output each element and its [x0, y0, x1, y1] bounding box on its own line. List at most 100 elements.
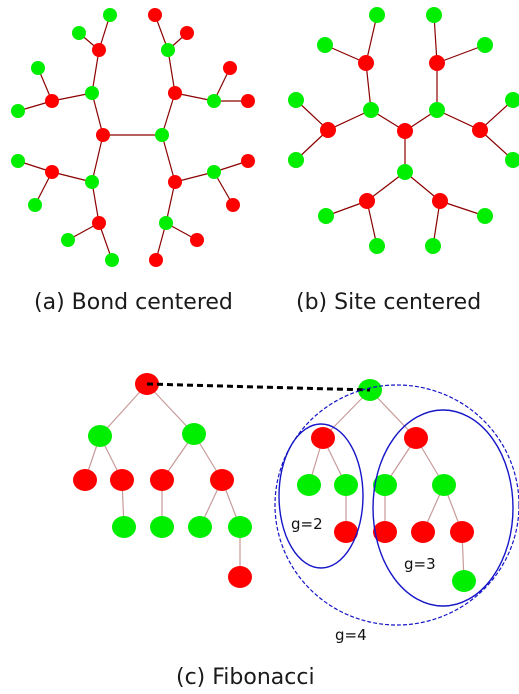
green-node — [429, 102, 445, 118]
red-node — [373, 521, 397, 543]
green-node — [11, 104, 25, 118]
green-node — [369, 7, 385, 23]
group-g3-outline — [372, 409, 514, 607]
panel-a-nodes — [11, 8, 255, 267]
red-node — [190, 233, 204, 247]
green-node — [317, 37, 333, 53]
green-node — [31, 61, 45, 75]
red-node — [168, 86, 182, 100]
green-node — [159, 216, 173, 230]
red-node — [168, 175, 182, 189]
green-node — [188, 516, 212, 538]
panel-a-edge — [91, 134, 104, 183]
red-node — [472, 122, 488, 138]
panel-c-nodes — [73, 373, 476, 592]
green-node — [288, 92, 304, 108]
red-node — [359, 193, 375, 209]
green-node — [426, 7, 442, 23]
green-node — [182, 423, 206, 445]
caption-fibonacci: (c) Fibonacci — [176, 665, 315, 690]
red-node — [241, 154, 255, 168]
red-node — [150, 469, 174, 491]
green-node — [85, 86, 99, 100]
panel-b-edge — [436, 44, 486, 64]
red-node — [358, 55, 374, 71]
red-node — [45, 94, 59, 108]
red-node — [180, 26, 194, 40]
green-node — [207, 94, 221, 108]
red-node — [110, 469, 134, 491]
red-node — [320, 122, 336, 138]
red-node — [311, 427, 335, 449]
group-g2-outline — [278, 423, 364, 569]
panel-a-bond-centered — [11, 8, 255, 267]
green-node — [373, 474, 397, 496]
group-label-g3: g=3 — [404, 555, 436, 573]
green-node — [11, 154, 25, 168]
red-node — [73, 469, 97, 491]
caption-bond-centered: (a) Bond centered — [34, 290, 233, 315]
dashed-link — [146, 382, 371, 392]
panel-c-trees — [73, 373, 476, 592]
red-node — [397, 123, 413, 139]
green-node — [61, 233, 75, 247]
red-node — [241, 94, 255, 108]
green-node — [85, 175, 99, 189]
green-node — [452, 570, 476, 592]
green-node — [28, 198, 42, 212]
panel-c-fibonacci: g=2 g=3 g=4 — [73, 373, 519, 644]
green-node — [363, 102, 379, 118]
green-node — [477, 37, 493, 53]
red-node — [92, 43, 106, 57]
panel-a-edge — [161, 134, 176, 183]
green-node — [103, 8, 117, 22]
green-node — [505, 92, 519, 108]
red-node — [228, 566, 252, 588]
green-node — [505, 152, 519, 168]
panel-b-edge — [433, 14, 438, 64]
panel-b-nodes — [288, 7, 519, 254]
green-node — [150, 516, 174, 538]
panel-a-edges — [17, 14, 249, 261]
green-node — [477, 208, 493, 224]
green-node — [112, 516, 136, 538]
panel-b-site-centered — [288, 7, 519, 254]
red-node — [429, 55, 445, 71]
panel-c-edge — [146, 383, 195, 435]
red-node — [334, 521, 358, 543]
red-node — [148, 8, 162, 22]
red-node — [210, 469, 234, 491]
red-node — [223, 61, 237, 75]
green-node — [288, 152, 304, 168]
panel-a-edge — [167, 49, 176, 94]
group-g4-outline — [274, 384, 519, 626]
caption-site-centered: (b) Site centered — [296, 290, 482, 315]
green-node — [425, 238, 441, 254]
red-node — [226, 198, 240, 212]
red-node — [45, 165, 59, 179]
green-node — [207, 165, 221, 179]
panel-a-edge — [91, 49, 100, 94]
green-node — [369, 238, 385, 254]
green-node — [432, 474, 456, 496]
red-node — [96, 128, 110, 142]
red-node — [149, 253, 163, 267]
group-label-g4: g=4 — [335, 626, 367, 644]
panel-a-edge — [91, 92, 104, 136]
red-node — [404, 427, 428, 449]
green-node — [297, 474, 321, 496]
green-node — [155, 128, 169, 142]
green-node — [161, 43, 175, 57]
green-node — [105, 253, 119, 267]
green-node — [88, 425, 112, 447]
panel-b-edge — [365, 14, 378, 64]
panel-c-edge — [99, 383, 148, 437]
red-node — [92, 216, 106, 230]
panel-a-edge — [161, 92, 176, 136]
red-node — [450, 521, 474, 543]
green-node — [318, 208, 334, 224]
red-node — [411, 521, 435, 543]
green-node — [397, 164, 413, 180]
panel-c-edges — [84, 383, 465, 582]
